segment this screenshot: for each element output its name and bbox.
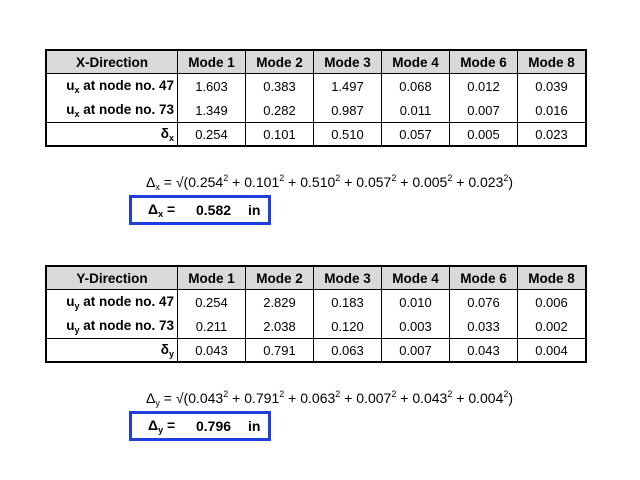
- cell: 0.039: [517, 73, 587, 98]
- x-header-direction: X-Direction: [45, 49, 178, 74]
- x-result-unit: in: [248, 202, 261, 218]
- cell: 0.033: [449, 314, 518, 339]
- cell: 0.043: [449, 338, 518, 363]
- y-header-row: Y-Direction Mode 1 Mode 2 Mode 3 Mode 4 …: [45, 265, 587, 290]
- cell: 0.003: [381, 314, 450, 339]
- cell: 2.038: [245, 314, 314, 339]
- cell: 0.010: [381, 289, 450, 314]
- cell: 0.004: [517, 338, 587, 363]
- x-header-mode-4: Mode 4: [381, 49, 450, 74]
- cell: 0.007: [381, 338, 450, 363]
- cell: 0.183: [313, 289, 382, 314]
- y-header-mode-6: Mode 6: [449, 265, 518, 290]
- y-result-value: 0.796: [196, 418, 232, 434]
- cell: 0.791: [245, 338, 314, 363]
- cell: 0.211: [177, 314, 246, 339]
- cell: 1.497: [313, 73, 382, 98]
- y-header-mode-1: Mode 1: [177, 265, 246, 290]
- x-result-value: 0.582: [196, 202, 232, 218]
- cell: 0.057: [381, 122, 450, 147]
- y-header-mode-8: Mode 8: [517, 265, 587, 290]
- cell: 0.043: [177, 338, 246, 363]
- x-header-mode-6: Mode 6: [449, 49, 518, 74]
- cell: 0.101: [245, 122, 314, 147]
- y-row-node-73: uy at node no. 73 0.211 2.038 0.120 0.00…: [45, 314, 587, 339]
- row-label: uy at node no. 47: [45, 289, 178, 314]
- y-result-box: Δy = 0.796 in: [129, 411, 271, 441]
- y-direction-table: Y-Direction Mode 1 Mode 2 Mode 3 Mode 4 …: [45, 265, 587, 363]
- cell: 0.023: [517, 122, 587, 147]
- y-header-mode-3: Mode 3: [313, 265, 382, 290]
- y-formula: Δy = √(0.0432 + 0.7912 + 0.0632 + 0.0072…: [146, 389, 514, 409]
- x-result-box: Δx = 0.582 in: [129, 195, 271, 225]
- x-header-row: X-Direction Mode 1 Mode 2 Mode 3 Mode 4 …: [45, 49, 587, 74]
- cell: 0.120: [313, 314, 382, 339]
- y-header-mode-4: Mode 4: [381, 265, 450, 290]
- x-header-mode-3: Mode 3: [313, 49, 382, 74]
- y-row-delta: δy 0.043 0.791 0.063 0.007 0.043 0.004: [45, 338, 587, 363]
- cell: 0.510: [313, 122, 382, 147]
- row-label: δx: [45, 122, 178, 147]
- cell: 0.006: [517, 289, 587, 314]
- cell: 0.987: [313, 98, 382, 123]
- cell: 1.603: [177, 73, 246, 98]
- y-result-symbol: Δy =: [148, 417, 176, 435]
- x-header-mode-1: Mode 1: [177, 49, 246, 74]
- y-result-unit: in: [248, 418, 261, 434]
- row-label: ux at node no. 47: [45, 73, 178, 98]
- sqrt-symbol: √: [175, 174, 184, 190]
- y-header-direction: Y-Direction: [45, 265, 178, 290]
- cell: 0.254: [177, 289, 246, 314]
- cell: 0.002: [517, 314, 587, 339]
- row-label: uy at node no. 73: [45, 314, 178, 339]
- cell: 0.011: [381, 98, 450, 123]
- cell: 0.076: [449, 289, 518, 314]
- x-formula: Δx = √(0.2542 + 0.1012 + 0.5102 + 0.0572…: [146, 173, 514, 193]
- sqrt-symbol: √: [175, 390, 184, 406]
- cell: 0.068: [381, 73, 450, 98]
- x-header-mode-8: Mode 8: [517, 49, 587, 74]
- x-row-node-73: ux at node no. 73 1.349 0.282 0.987 0.01…: [45, 98, 587, 123]
- cell: 0.005: [449, 122, 518, 147]
- cell: 0.016: [517, 98, 587, 123]
- x-row-delta: δx 0.254 0.101 0.510 0.057 0.005 0.023: [45, 122, 587, 147]
- cell: 0.383: [245, 73, 314, 98]
- cell: 0.012: [449, 73, 518, 98]
- y-header-mode-2: Mode 2: [245, 265, 314, 290]
- cell: 0.254: [177, 122, 246, 147]
- cell: 0.063: [313, 338, 382, 363]
- cell: 2.829: [245, 289, 314, 314]
- cell: 0.007: [449, 98, 518, 123]
- x-direction-table: X-Direction Mode 1 Mode 2 Mode 3 Mode 4 …: [45, 49, 587, 147]
- row-label: ux at node no. 73: [45, 98, 178, 123]
- y-row-node-47: uy at node no. 47 0.254 2.829 0.183 0.01…: [45, 289, 587, 314]
- x-row-node-47: ux at node no. 47 1.603 0.383 1.497 0.06…: [45, 73, 587, 98]
- x-header-mode-2: Mode 2: [245, 49, 314, 74]
- cell: 1.349: [177, 98, 246, 123]
- x-result-symbol: Δx =: [148, 201, 176, 219]
- row-label: δy: [45, 338, 178, 363]
- cell: 0.282: [245, 98, 314, 123]
